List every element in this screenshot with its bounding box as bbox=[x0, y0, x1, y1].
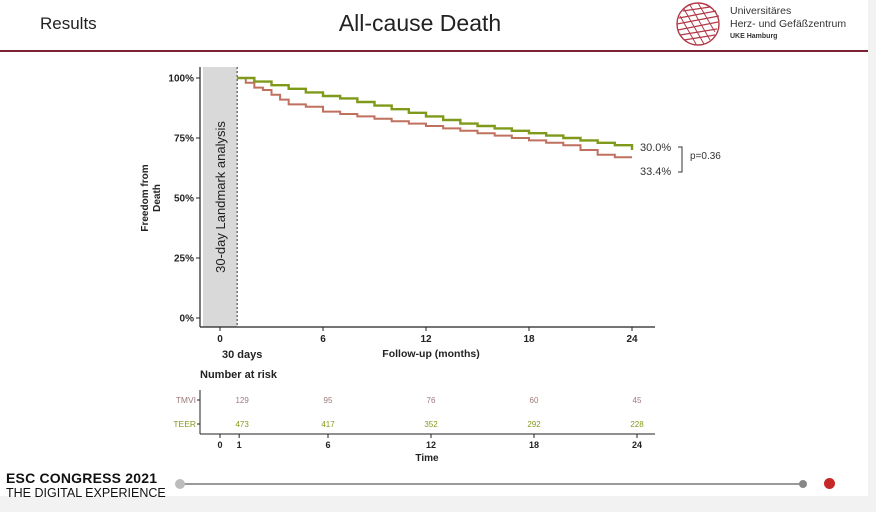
risk-row-label: TEER bbox=[173, 419, 196, 429]
x-axis-label: Follow-up (months) bbox=[382, 348, 479, 360]
pvalue-label: p=0.36 bbox=[690, 151, 721, 162]
x-tick-label: 12 bbox=[420, 334, 432, 345]
x-tick-label: 24 bbox=[626, 334, 638, 345]
risk-value: 76 bbox=[427, 396, 436, 405]
y-tick-label: 25% bbox=[174, 254, 194, 265]
risk-value: 60 bbox=[530, 396, 539, 405]
risk-value: 129 bbox=[235, 396, 249, 405]
landmark-label: 30-day Landmark analysis bbox=[213, 121, 228, 273]
x-tick-label: 18 bbox=[523, 334, 535, 345]
risk-value: 45 bbox=[633, 396, 642, 405]
y-tick-label: 50% bbox=[174, 194, 194, 205]
risk-x-tick-label: 12 bbox=[426, 440, 436, 450]
risk-value: 95 bbox=[324, 396, 333, 405]
playback-progress-fill bbox=[178, 483, 803, 485]
pvalue-bracket bbox=[678, 147, 682, 172]
record-indicator-icon bbox=[824, 478, 835, 489]
progress-start-handle[interactable] bbox=[175, 479, 185, 489]
end-label-tmvi: 33.4% bbox=[640, 166, 671, 178]
conference-subtitle: THE DIGITAL EXPERIENCE bbox=[6, 486, 166, 500]
x-tick-label: 6 bbox=[320, 334, 326, 345]
risk-value: 473 bbox=[235, 420, 249, 429]
survival-chart: 30-day Landmark analysis 0% 25% 50% 75% 100% 0… bbox=[0, 0, 876, 470]
conference-name: ESC CONGRESS 2021 bbox=[6, 470, 157, 486]
risk-value: 228 bbox=[630, 420, 644, 429]
y-axis-label-line-1: Freedom from bbox=[140, 164, 151, 231]
series-line-teer bbox=[237, 78, 632, 150]
landmark-tick-label: 30 days bbox=[222, 349, 262, 361]
progress-playhead-icon[interactable] bbox=[799, 480, 807, 488]
risk-table-title: Number at risk bbox=[200, 369, 278, 381]
y-tick-label: 0% bbox=[180, 314, 195, 325]
risk-row-label: TMVI bbox=[176, 395, 196, 405]
y-tick-label: 75% bbox=[174, 134, 194, 145]
risk-value: 352 bbox=[424, 420, 438, 429]
risk-value: 417 bbox=[321, 420, 335, 429]
risk-x-tick-label: 0 bbox=[217, 440, 222, 450]
risk-x-tick-label: 6 bbox=[325, 440, 330, 450]
risk-x-tick-label: 18 bbox=[529, 440, 539, 450]
risk-x-tick-label: 24 bbox=[632, 440, 642, 450]
y-tick-label: 100% bbox=[168, 74, 194, 85]
risk-table-xlabel: Time bbox=[415, 453, 439, 464]
risk-value: 292 bbox=[527, 420, 541, 429]
end-label-teer: 30.0% bbox=[640, 142, 671, 154]
y-axis-label-line-2: Death bbox=[152, 184, 163, 212]
x-tick-label: 0 bbox=[217, 334, 223, 345]
risk-x-tick-label: 1 bbox=[237, 440, 242, 450]
